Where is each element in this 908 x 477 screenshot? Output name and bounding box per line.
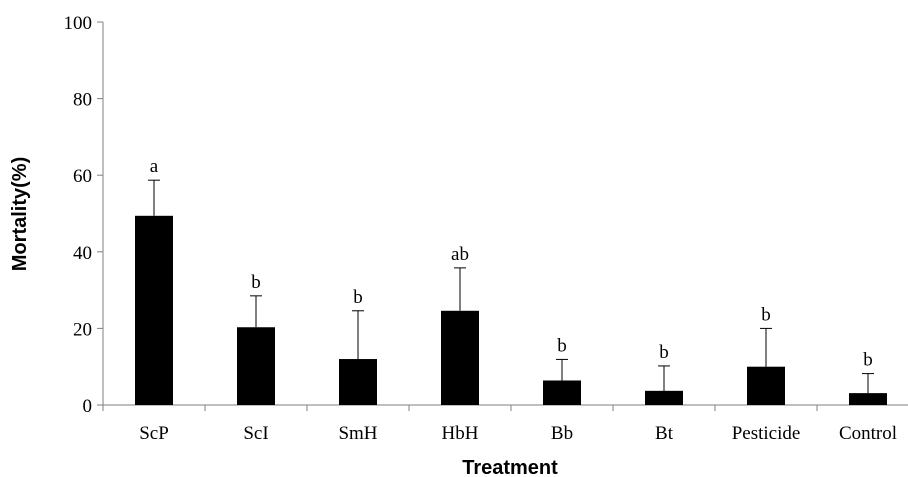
bar-bb: [543, 380, 581, 405]
significance-label-pesticide: b: [761, 304, 771, 325]
y-tick-label: 20: [73, 319, 92, 340]
significance-label-smh: b: [353, 287, 363, 308]
x-category-label-sci: ScI: [243, 423, 268, 444]
x-category-label-scp: ScP: [139, 423, 169, 444]
bar-sci: [237, 327, 275, 405]
bar-hbh: [441, 310, 479, 405]
bar-smh: [339, 359, 377, 405]
y-tick-label: 40: [73, 243, 92, 264]
y-axis-title: Mortality(%): [9, 157, 31, 271]
bar-scp: [135, 215, 173, 405]
y-tick-label: 100: [64, 13, 93, 34]
significance-label-sci: b: [251, 272, 261, 293]
significance-label-control: b: [863, 350, 873, 371]
bar-control: [849, 393, 887, 405]
x-category-label-smh: SmH: [338, 423, 377, 444]
y-tick-label: 0: [83, 396, 93, 417]
bar-bt: [645, 390, 683, 405]
x-category-label-bt: Bt: [655, 423, 674, 444]
significance-label-scp: a: [150, 156, 159, 177]
bar-pesticide: [747, 366, 785, 405]
x-category-label-control: Control: [839, 423, 897, 444]
x-axis: ScP ScI SmH HbH Bb Bt Pesticide Control: [102, 404, 908, 444]
x-category-label-bb: Bb: [551, 423, 573, 444]
significance-label-bt: b: [659, 342, 669, 363]
y-axis: 0 20 40 60 80 100: [64, 13, 104, 417]
significance-label-hbh: ab: [451, 244, 469, 265]
x-category-label-pesticide: Pesticide: [732, 423, 801, 444]
y-tick-label: 80: [73, 90, 92, 111]
x-category-label-hbh: HbH: [442, 423, 479, 444]
x-axis-title: Treatment: [462, 457, 558, 477]
y-tick-label: 60: [73, 166, 92, 187]
significance-label-bb: b: [557, 335, 567, 356]
